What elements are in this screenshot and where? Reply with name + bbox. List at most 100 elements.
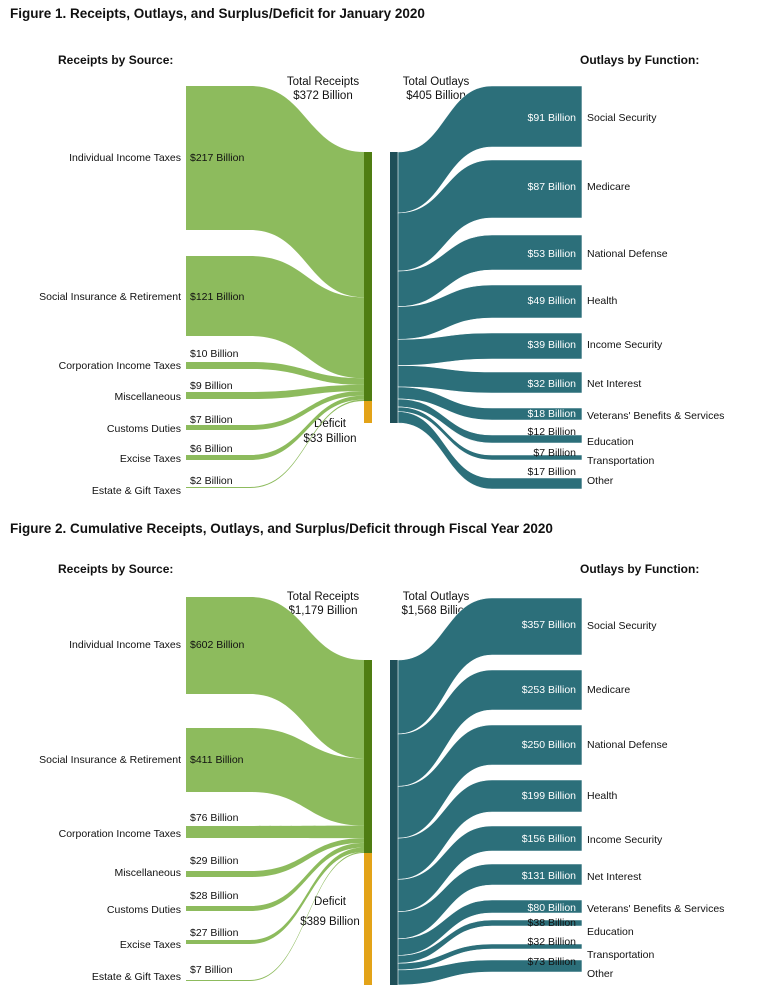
outlay-value-label: $32 Billion — [528, 936, 577, 948]
receipt-flow — [186, 362, 364, 385]
figure-title: Figure 1. Receipts, Outlays, and Surplus… — [10, 6, 425, 21]
receipt-value-label: $602 Billion — [190, 639, 244, 651]
receipt-source-label: Excise Taxes — [120, 939, 181, 951]
receipt-value-label: $76 Billion — [190, 812, 239, 824]
receipt-value-label: $411 Billion — [190, 754, 244, 766]
outlay-flow — [397, 669, 583, 787]
outlays-header: Outlays by Function: — [580, 562, 699, 576]
receipt-source-label: Estate & Gift Taxes — [92, 971, 181, 983]
deficit-bar — [364, 401, 372, 423]
outlay-flow — [397, 365, 583, 394]
receipt-value-label: $27 Billion — [190, 927, 239, 939]
receipt-flow — [186, 384, 364, 399]
receipt-source-label: Estate & Gift Taxes — [92, 485, 181, 497]
outlay-flow — [397, 234, 583, 307]
total-receipts-bar — [364, 152, 372, 401]
receipt-source-label: Customs Duties — [107, 423, 181, 435]
outlay-function-label: Veterans' Benefits & Services — [587, 903, 724, 915]
outlay-flow — [397, 825, 583, 912]
deficit-bar — [364, 853, 372, 985]
outlay-value-label: $91 Billion — [528, 112, 577, 124]
outlay-function-label: Net Interest — [587, 378, 641, 390]
total-receipts-bar — [364, 660, 372, 853]
outlay-function-label: Other — [587, 968, 614, 980]
outlay-function-label: Medicare — [587, 684, 630, 696]
outlay-function-label: Transportation — [587, 949, 654, 961]
total-receipts-label: Total Receipts — [287, 76, 359, 88]
outlay-function-label: Health — [587, 790, 618, 802]
outlay-function-label: Other — [587, 475, 614, 487]
receipt-source-label: Customs Duties — [107, 904, 181, 916]
outlay-value-label: $131 Billion — [522, 870, 576, 882]
receipts-header: Receipts by Source: — [58, 562, 173, 576]
outlay-flow — [397, 398, 583, 444]
outlay-value-label: $17 Billion — [528, 466, 577, 478]
receipt-value-label: $121 Billion — [190, 291, 244, 303]
outlay-flow — [397, 863, 583, 940]
outlay-value-label: $199 Billion — [522, 790, 576, 802]
total-outlays-value: $405 Billion — [406, 90, 465, 102]
receipt-flow — [186, 842, 364, 911]
receipt-value-label: $29 Billion — [190, 855, 239, 867]
outlay-function-label: Income Security — [587, 339, 663, 351]
receipt-flow — [186, 825, 364, 839]
outlay-value-label: $38 Billion — [528, 917, 577, 929]
outlay-function-label: Social Security — [587, 620, 657, 632]
outlay-value-label: $12 Billion — [528, 426, 577, 438]
receipt-source-label: Corporation Income Taxes — [59, 360, 181, 372]
outlay-flow — [397, 899, 583, 956]
outlay-flow — [397, 959, 583, 986]
outlay-flow — [397, 85, 583, 214]
outlay-flow — [397, 779, 583, 880]
outlay-flow — [397, 919, 583, 964]
outlays-header: Outlays by Function: — [580, 53, 699, 67]
outlay-flow — [397, 411, 583, 490]
deficit-value: $33 Billion — [303, 433, 356, 445]
outlay-value-label: $49 Billion — [528, 295, 577, 307]
outlay-flow — [397, 597, 583, 735]
outlay-value-label: $7 Billion — [533, 447, 576, 459]
receipt-source-label: Individual Income Taxes — [69, 152, 181, 164]
receipts-header: Receipts by Source: — [58, 53, 173, 67]
outlay-flow — [397, 386, 583, 421]
outlay-flow — [397, 284, 583, 340]
receipt-source-label: Individual Income Taxes — [69, 639, 181, 651]
receipt-source-label: Social Insurance & Retirement — [39, 754, 181, 766]
outlay-flow — [397, 724, 583, 839]
outlay-function-label: Income Security — [587, 834, 663, 846]
outlay-function-label: Education — [587, 436, 634, 448]
receipt-flow — [186, 838, 364, 877]
receipt-value-label: $217 Billion — [190, 152, 244, 164]
total-outlays-bar — [390, 660, 398, 985]
figure-title: Figure 2. Cumulative Receipts, Outlays, … — [10, 521, 553, 536]
deficit-label: Deficit — [314, 896, 347, 908]
receipt-value-label: $2 Billion — [190, 475, 233, 487]
total-receipts-label: Total Receipts — [287, 591, 359, 603]
outlay-value-label: $87 Billion — [528, 181, 577, 193]
outlay-function-label: Transportation — [587, 455, 654, 467]
outlay-flow — [397, 159, 583, 272]
deficit-label: Deficit — [314, 418, 347, 430]
total-outlays-value: $1,568 Billion — [401, 605, 470, 617]
outlay-value-label: $32 Billion — [528, 378, 577, 390]
outlay-flow — [397, 332, 583, 366]
figure-2: Figure 2. Cumulative Receipts, Outlays, … — [10, 521, 724, 986]
outlay-value-label: $39 Billion — [528, 339, 577, 351]
outlay-function-label: Health — [587, 295, 618, 307]
total-outlays-bar — [390, 152, 398, 423]
outlay-value-label: $156 Billion — [522, 833, 576, 845]
receipt-value-label: $9 Billion — [190, 380, 233, 392]
total-receipts-value: $1,179 Billion — [288, 605, 357, 617]
receipt-flow — [186, 256, 364, 379]
outlay-value-label: $250 Billion — [522, 739, 576, 751]
outlay-function-label: Social Security — [587, 112, 657, 124]
outlay-function-label: National Defense — [587, 739, 668, 751]
receipt-source-label: Social Insurance & Retirement — [39, 291, 181, 303]
receipt-source-label: Miscellaneous — [114, 867, 181, 879]
outlay-function-label: National Defense — [587, 248, 668, 260]
receipt-value-label: $7 Billion — [190, 964, 233, 976]
receipt-value-label: $10 Billion — [190, 348, 239, 360]
deficit-value: $389 Billion — [300, 916, 359, 928]
outlay-value-label: $357 Billion — [522, 619, 576, 631]
